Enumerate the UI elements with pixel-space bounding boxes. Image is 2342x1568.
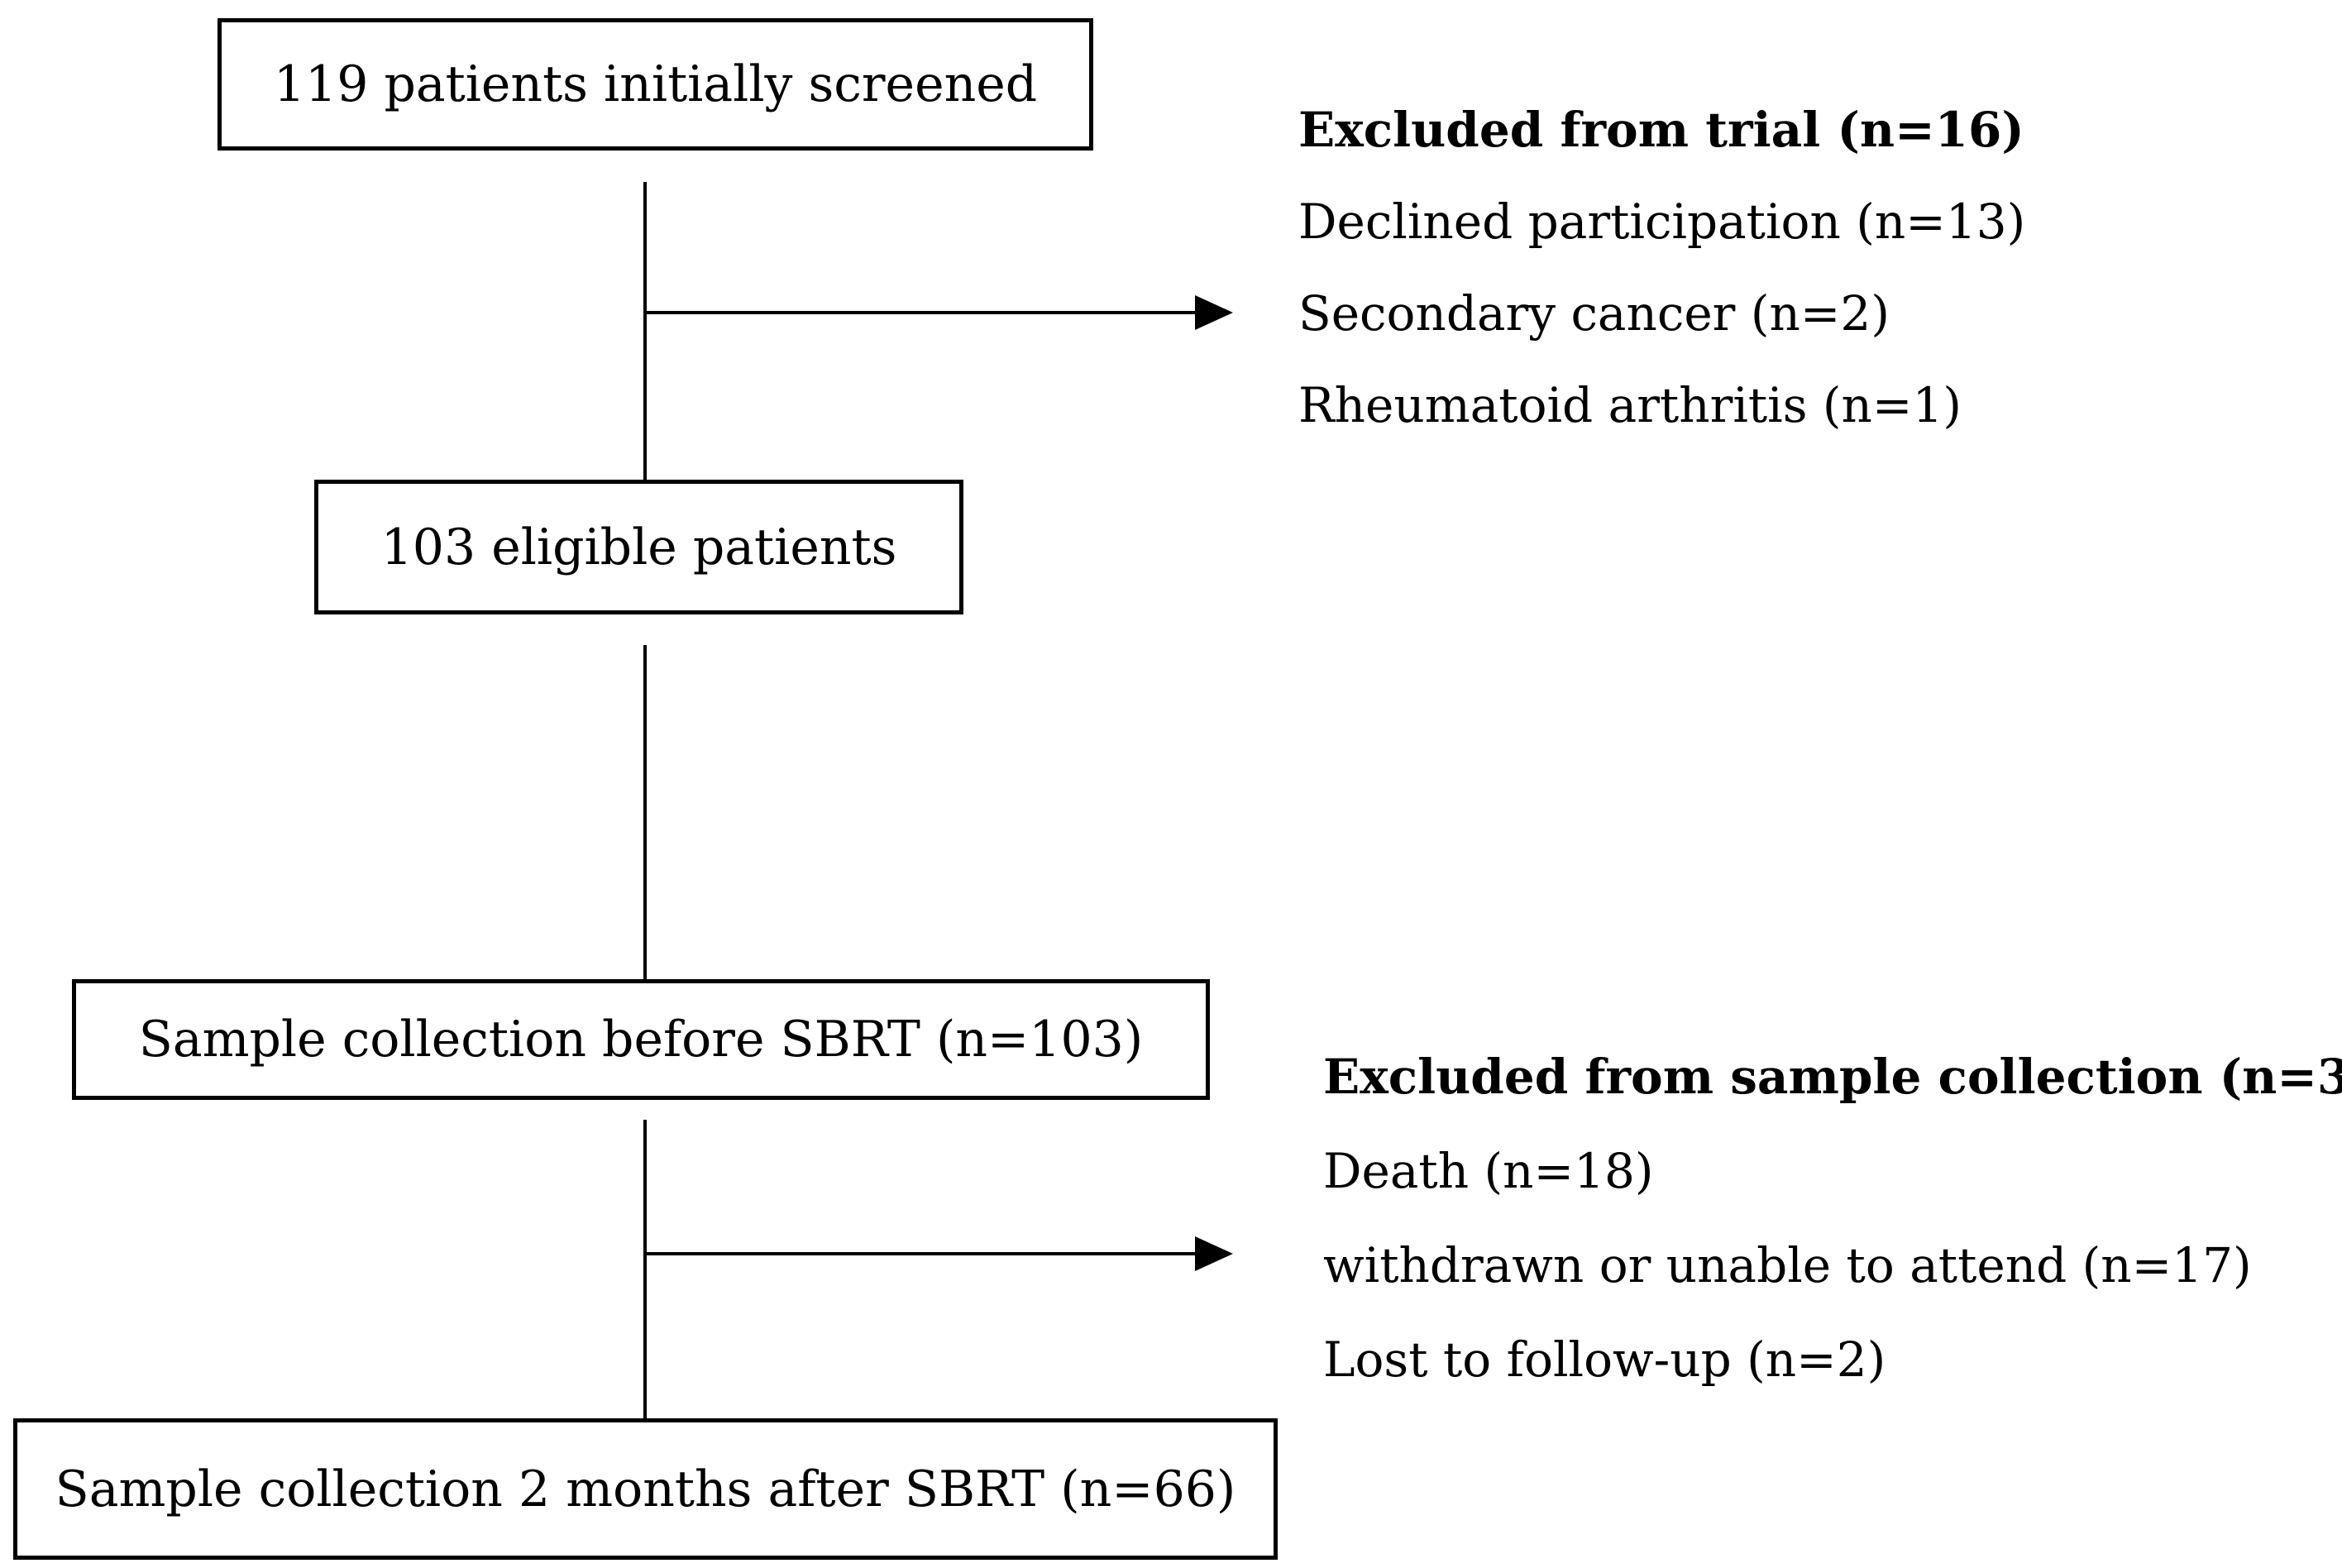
exclusion-1-title: Excluded from trial (n=16) — [1298, 102, 2024, 158]
arrow-right-icon — [1195, 295, 1233, 330]
exclusion-1-item: Declined participation (n=13) — [1298, 194, 2026, 250]
flow-box-eligible-patients: 103 eligible patients — [314, 480, 963, 614]
arrow-right-icon — [1195, 1236, 1233, 1271]
connector-exclusion-1 — [643, 311, 1195, 314]
exclusion-1-item: Rheumatoid arthritis (n=1) — [1298, 377, 1962, 433]
flow-box-sample-after-sbrt: Sample collection 2 months after SBRT (n… — [13, 1418, 1278, 1560]
connector-exclusion-2 — [643, 1252, 1195, 1255]
exclusion-2-item: Death (n=18) — [1323, 1143, 1654, 1199]
exclusion-2-item: withdrawn or unable to attend (n=17) — [1323, 1237, 2252, 1293]
flow-box-sample-before-sbrt: Sample collection before SBRT (n=103) — [72, 979, 1210, 1100]
flow-box-eligible-patients-label: 103 eligible patients — [380, 518, 897, 576]
connector-box2-box3 — [643, 645, 647, 979]
exclusion-1-item: Secondary cancer (n=2) — [1298, 285, 1890, 342]
exclusion-2-title: Excluded from sample collection (n=37) — [1323, 1049, 2342, 1105]
connector-box3-box4 — [643, 1120, 647, 1418]
flow-box-initially-screened: 119 patients initially screened — [217, 18, 1093, 151]
flow-box-initially-screened-label: 119 patients initially screened — [273, 55, 1038, 113]
flow-box-sample-before-sbrt-label: Sample collection before SBRT (n=103) — [138, 1011, 1144, 1068]
connector-box1-box2 — [643, 182, 647, 480]
exclusion-2-item: Lost to follow-up (n=2) — [1323, 1331, 1886, 1388]
flow-box-sample-after-sbrt-label: Sample collection 2 months after SBRT (n… — [55, 1460, 1236, 1518]
